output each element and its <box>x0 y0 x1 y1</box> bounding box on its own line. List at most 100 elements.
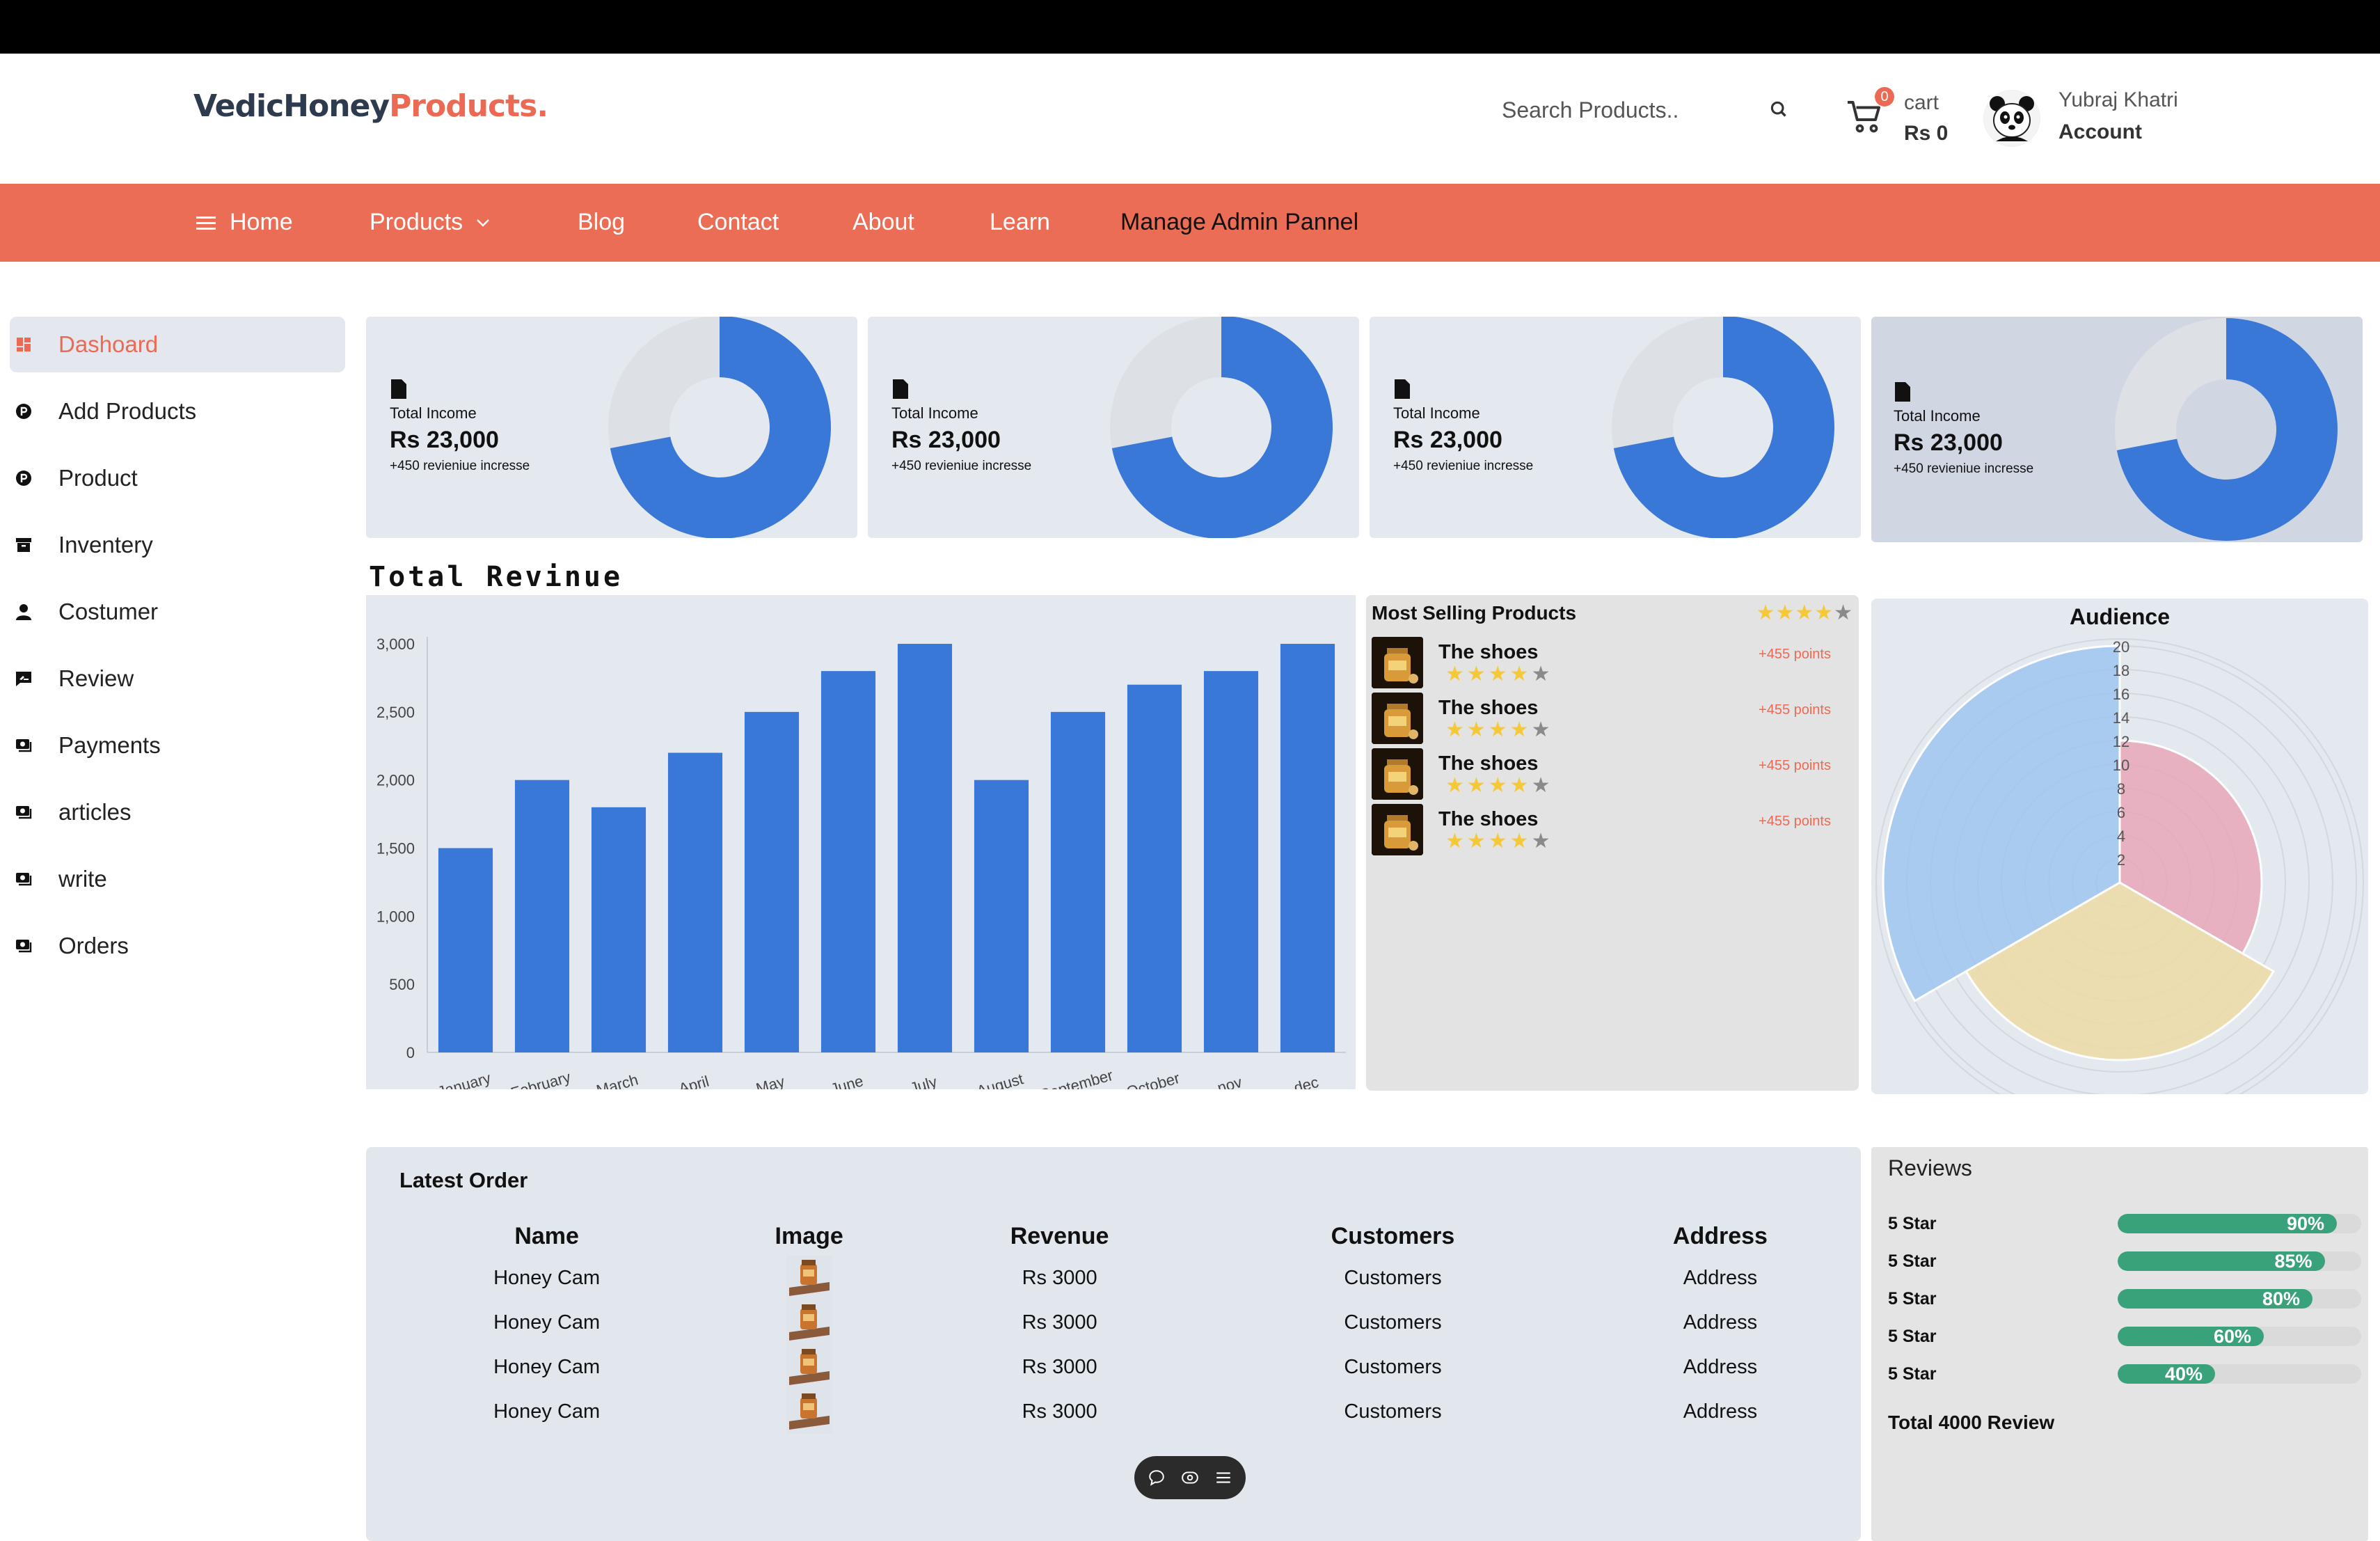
donut-chart <box>2115 318 2338 541</box>
order-customer: Customers <box>1344 1266 1442 1289</box>
product-name: The shoes <box>1438 641 1539 663</box>
x-tick-label: February <box>509 1068 573 1089</box>
nav-blog[interactable]: Blog <box>578 209 625 236</box>
account-widget[interactable]: Yubraj Khatri Account <box>1983 80 2220 150</box>
sidebar-item-add-products[interactable]: Add Products <box>10 384 345 439</box>
nav-products[interactable]: Products <box>370 209 491 236</box>
document-icon <box>391 379 406 399</box>
dashboard-icon <box>14 335 33 354</box>
brand-logo[interactable]: VedicHoneyProducts. <box>193 88 548 124</box>
sidebar-item-product[interactable]: Product <box>10 450 345 506</box>
polar-slice[interactable] <box>1965 881 2275 1061</box>
polar-outer-ring <box>1875 638 2364 1094</box>
review-row: 5 Star 40% <box>1888 1360 2361 1388</box>
nav-manage-admin[interactable]: Manage Admin Pannel <box>1120 209 1358 236</box>
search-input[interactable] <box>1489 86 1740 134</box>
menu-lines-icon[interactable] <box>1214 1469 1232 1487</box>
reviews-panel: Reviews 5 Star 90% 5 Star 85% 5 Star 80% 5 Sta… <box>1871 1147 2368 1541</box>
cart-widget[interactable]: 0 cart Rs 0 <box>1844 81 1955 145</box>
polar-slice[interactable] <box>2118 739 2263 956</box>
bar[interactable] <box>438 848 493 1053</box>
list-item[interactable]: The shoes ★★★★★ +455 points <box>1372 804 1852 857</box>
bar[interactable] <box>1280 644 1335 1052</box>
radial-tick-label: 8 <box>2117 780 2125 798</box>
radial-tick-label: 18 <box>2113 662 2129 679</box>
document-icon <box>1895 382 1910 402</box>
order-address: Address <box>1683 1400 1758 1423</box>
sidebar-item-label: Orders <box>58 933 129 958</box>
account-link[interactable]: Account <box>2058 120 2142 143</box>
search-icon[interactable] <box>1768 98 1791 122</box>
table-row[interactable]: Honey Cam Rs 3000 Customers Address <box>387 1256 1862 1300</box>
stat-card-title: Total Income <box>891 404 978 422</box>
avatar[interactable] <box>1983 90 2040 147</box>
audience-polar-chart: 2 4 6 8 10 12 14 16 18 20 <box>1875 638 2364 1094</box>
x-tick-label: October <box>1125 1069 1182 1089</box>
rating-stars: ★★★★★ <box>1445 774 1553 797</box>
table-row[interactable]: Honey Cam Rs 3000 Customers Address <box>387 1389 1862 1434</box>
stat-card-value: Rs 23,000 <box>1393 427 1502 453</box>
radial-tick-label: 6 <box>2117 804 2125 821</box>
floating-toolbar <box>1134 1456 1246 1499</box>
list-item[interactable]: The shoes ★★★★★ +455 points <box>1372 693 1852 745</box>
money-bill-icon <box>14 936 33 956</box>
bar[interactable] <box>744 711 800 1052</box>
review-row: 5 Star 80% <box>1888 1285 2361 1313</box>
eye-icon[interactable] <box>1181 1469 1199 1487</box>
radial-tick-label: 20 <box>2113 638 2129 656</box>
cart-amount: Rs 0 <box>1904 122 1949 145</box>
list-item[interactable]: The shoes ★★★★★ +455 points <box>1372 748 1852 801</box>
sidebar-item-inventory[interactable]: Inventery <box>10 517 345 573</box>
nav-learn[interactable]: Learn <box>990 209 1050 236</box>
brand-name-part1: VedicHoney <box>193 88 390 124</box>
y-tick-label: 1,000 <box>376 908 415 925</box>
sidebar-item-label: Product <box>58 465 138 491</box>
polar-slice[interactable] <box>1882 645 2121 1003</box>
order-name: Honey Cam <box>493 1400 601 1423</box>
bar[interactable] <box>514 780 570 1052</box>
sidebar-item-orders[interactable]: Orders <box>10 918 345 974</box>
stat-card: Total Income Rs 23,000 +450 revieniue in… <box>1370 317 1861 538</box>
list-item[interactable]: The shoes ★★★★★ +455 points <box>1372 637 1852 690</box>
review-progress-track: 40% <box>2118 1364 2361 1384</box>
sidebar-item-articles[interactable]: articles <box>10 784 345 840</box>
order-address: Address <box>1683 1311 1758 1334</box>
bar[interactable] <box>820 671 876 1052</box>
revenue-chart-title: Total Revinue <box>369 561 624 593</box>
bar[interactable] <box>591 807 646 1052</box>
bar[interactable] <box>1203 671 1259 1052</box>
review-label: 5 Star <box>1888 1214 1937 1233</box>
radial-tick-label: 10 <box>2113 757 2129 774</box>
panda-avatar-icon <box>1984 90 2040 146</box>
stat-card: Total Income Rs 23,000 +450 revieniue in… <box>868 317 1359 538</box>
product-thumbnail <box>1372 693 1423 744</box>
sidebar-item-write[interactable]: write <box>10 851 345 907</box>
honey-jar-image <box>786 1300 832 1345</box>
table-row[interactable]: Honey Cam Rs 3000 Customers Address <box>387 1345 1862 1389</box>
bar[interactable] <box>1127 684 1182 1052</box>
sidebar-item-dashboard[interactable]: Dashoard <box>10 317 345 372</box>
nav-home[interactable]: Home <box>196 209 293 236</box>
rating-stars: ★★★★★ <box>1756 601 1853 624</box>
bar[interactable] <box>974 780 1029 1052</box>
review-row: 5 Star 90% <box>1888 1210 2361 1238</box>
nav-about[interactable]: About <box>852 209 914 236</box>
order-image-cell <box>706 1345 912 1389</box>
comment-icon[interactable] <box>1148 1469 1166 1487</box>
sidebar-item-label: Dashoard <box>58 331 159 357</box>
chevron-down-icon <box>477 219 490 227</box>
order-address: Address <box>1683 1266 1758 1289</box>
bar[interactable] <box>897 644 953 1052</box>
audience-panel: Audience 2 4 6 8 10 12 14 16 18 20 <box>1871 599 2368 1094</box>
review-row: 5 Star 85% <box>1888 1247 2361 1275</box>
sidebar-item-review[interactable]: Review <box>10 651 345 706</box>
nav-contact[interactable]: Contact <box>697 209 779 236</box>
stat-card-value: Rs 23,000 <box>891 427 1001 453</box>
sidebar-item-customer[interactable]: Costumer <box>10 584 345 640</box>
bar[interactable] <box>1050 711 1106 1052</box>
sidebar-item-payments[interactable]: Payments <box>10 718 345 773</box>
bar[interactable] <box>667 752 723 1052</box>
latest-order-panel: Latest Order Name Image Revenue Customer… <box>366 1147 1861 1541</box>
table-row[interactable]: Honey Cam Rs 3000 Customers Address <box>387 1300 1862 1345</box>
most-selling-title: Most Selling Products <box>1372 602 1577 624</box>
